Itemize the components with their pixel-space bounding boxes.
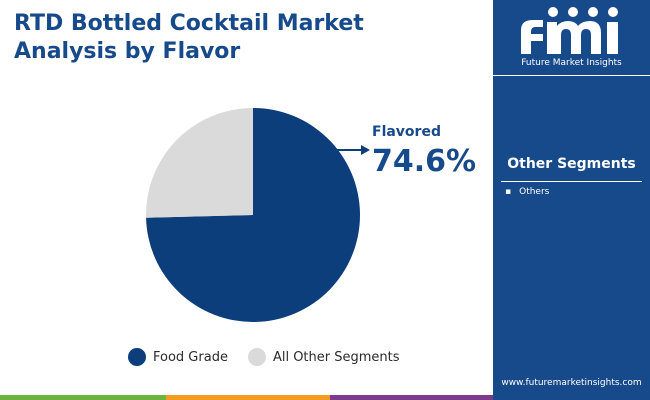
segment-item-others: Others: [505, 186, 549, 198]
legend-label-food-grade: Food Grade: [153, 349, 228, 365]
pie-chart: [146, 108, 370, 323]
bar-segment-blue: [493, 395, 650, 400]
legend-item-food-grade: Food Grade: [128, 348, 228, 366]
other-segments-list: Others: [505, 186, 549, 198]
callout-label: Flavored: [372, 124, 441, 140]
title-line-2: Analysis by Flavor: [14, 39, 241, 64]
sidebar: Future Market Insights Other Segments Ot…: [493, 0, 650, 400]
website-url[interactable]: www.futuremarketinsights.com: [501, 378, 642, 388]
bar-segment-orange: [166, 395, 330, 400]
title-line-1: RTD Bottled Cocktail Market: [14, 11, 364, 36]
other-segments-title: Other Segments: [501, 154, 642, 182]
bottom-color-bar: [0, 395, 650, 400]
legend-swatch-all-other-segments: [247, 348, 266, 366]
logo-text: Future Market Insights: [521, 58, 622, 68]
pie-slice-all-other-segments: [146, 108, 253, 218]
bar-segment-purple: [330, 395, 493, 400]
bar-segment-green: [0, 395, 166, 400]
callout-value: 74.6%: [372, 144, 477, 179]
callout-arrow-head: [361, 145, 370, 155]
pie-slice-food-grade: [146, 108, 360, 323]
legend-item-all-other-segments: All Other Segments: [247, 348, 400, 366]
legend-label-all-other-segments: All Other Segments: [272, 349, 400, 365]
fmi-logo-icon: [521, 7, 618, 54]
logo-block: Future Market Insights: [493, 0, 650, 76]
chart-legend: Food Grade All Other Segments: [128, 347, 400, 367]
page-title: RTD Bottled Cocktail Market Analysis by …: [14, 10, 484, 66]
pie-callout: Flavored 74.6%: [372, 124, 476, 179]
legend-swatch-food-grade: [128, 348, 146, 366]
